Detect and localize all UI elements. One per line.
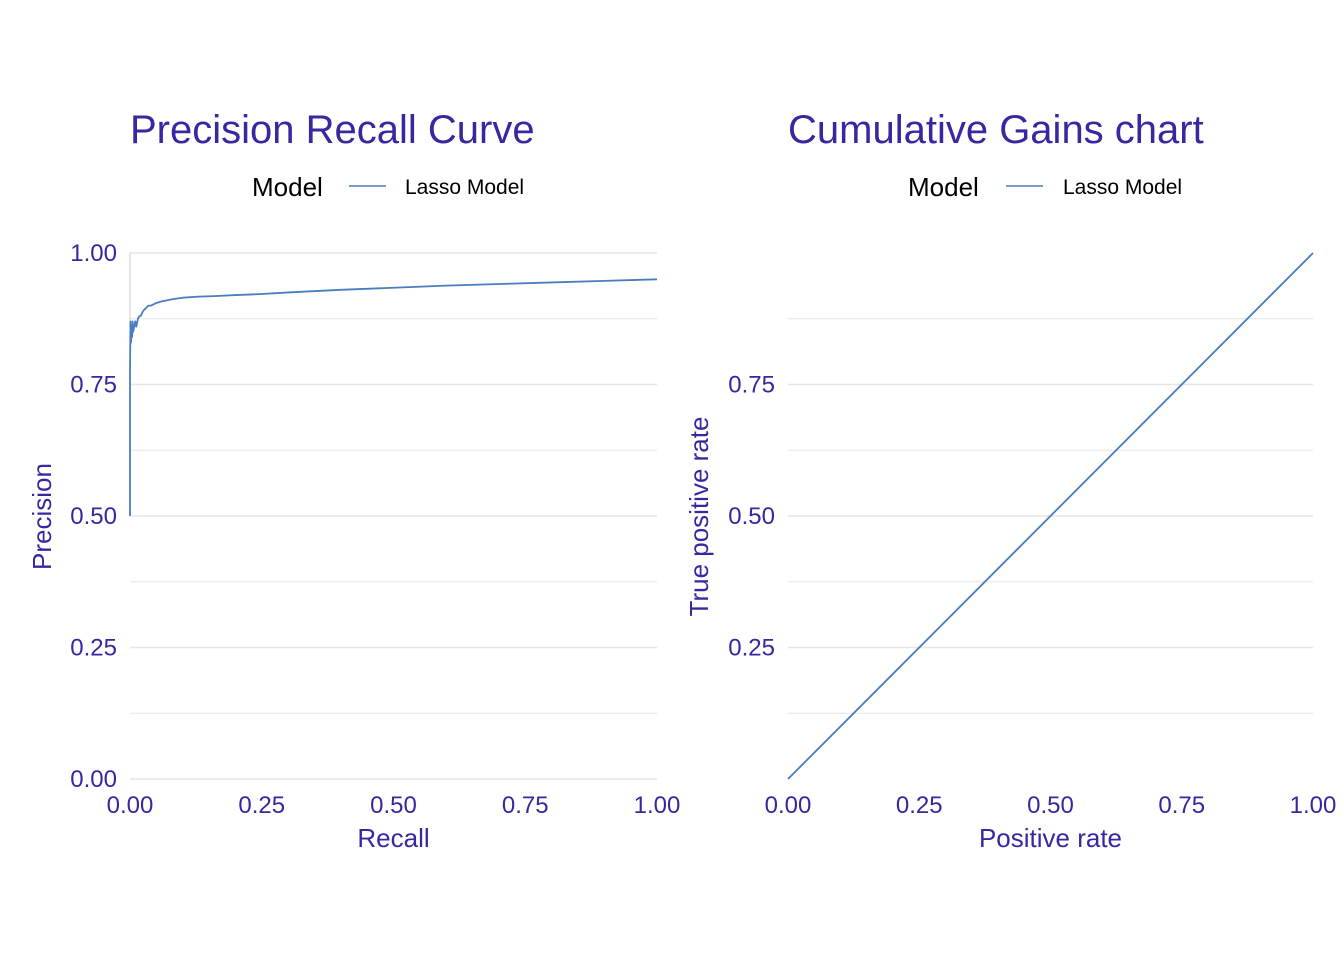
x-tick-label: 0.25 <box>896 792 943 819</box>
x-tick-label: 0.75 <box>1158 792 1205 819</box>
y-axis-label: True positive rate <box>684 417 714 617</box>
y-tick-label: 0.25 <box>70 635 117 662</box>
legend-entry: Lasso Model <box>1063 176 1182 199</box>
chart-title: Cumulative Gains chart <box>788 108 1204 152</box>
series-line-lasso-model <box>787 252 1314 780</box>
y-axis-ticks: 0.00 0.25 0.50 0.75 1.00 <box>70 240 117 793</box>
y-tick-label: 0.00 <box>70 766 117 793</box>
y-tick-label: 0.75 <box>70 372 117 399</box>
x-tick-label: 1.00 <box>1290 792 1337 819</box>
chart-title: Precision Recall Curve <box>130 108 535 152</box>
x-axis-label: Positive rate <box>979 823 1122 853</box>
legend-title: Model <box>252 172 323 202</box>
series-lines <box>787 252 1314 780</box>
x-axis-ticks: 0.00 0.25 0.50 0.75 1.00 <box>107 792 681 819</box>
y-tick-label: 0.50 <box>728 503 775 530</box>
y-axis-label: Precision <box>27 463 57 570</box>
y-tick-label: 0.50 <box>70 503 117 530</box>
y-tick-label: 0.75 <box>728 372 775 399</box>
series-lines <box>129 278 658 516</box>
x-axis-label: Recall <box>357 823 429 853</box>
cumulative-gains-chart: Cumulative Gains chart Model Lasso Model… <box>684 108 1336 853</box>
legend-entry: Lasso Model <box>405 176 524 199</box>
y-tick-label: 0.25 <box>728 635 775 662</box>
legend: Model Lasso Model <box>252 172 524 202</box>
gridlines <box>130 252 657 780</box>
x-tick-label: 0.50 <box>1027 792 1074 819</box>
x-tick-label: 0.25 <box>238 792 285 819</box>
x-tick-label: 0.00 <box>765 792 812 819</box>
y-tick-label: 1.00 <box>70 240 117 267</box>
gridlines <box>788 318 1313 714</box>
precision-recall-chart: Precision Recall Curve Model Lasso Model… <box>27 108 680 853</box>
x-tick-label: 1.00 <box>634 792 681 819</box>
x-tick-label: 0.75 <box>502 792 549 819</box>
legend-title: Model <box>908 172 979 202</box>
x-tick-label: 0.00 <box>107 792 154 819</box>
x-tick-label: 0.50 <box>370 792 417 819</box>
legend: Model Lasso Model <box>908 172 1182 202</box>
series-line-lasso-model <box>129 278 658 516</box>
y-axis-ticks: 0.25 0.50 0.75 <box>728 372 775 662</box>
x-axis-ticks: 0.00 0.25 0.50 0.75 1.00 <box>765 792 1337 819</box>
